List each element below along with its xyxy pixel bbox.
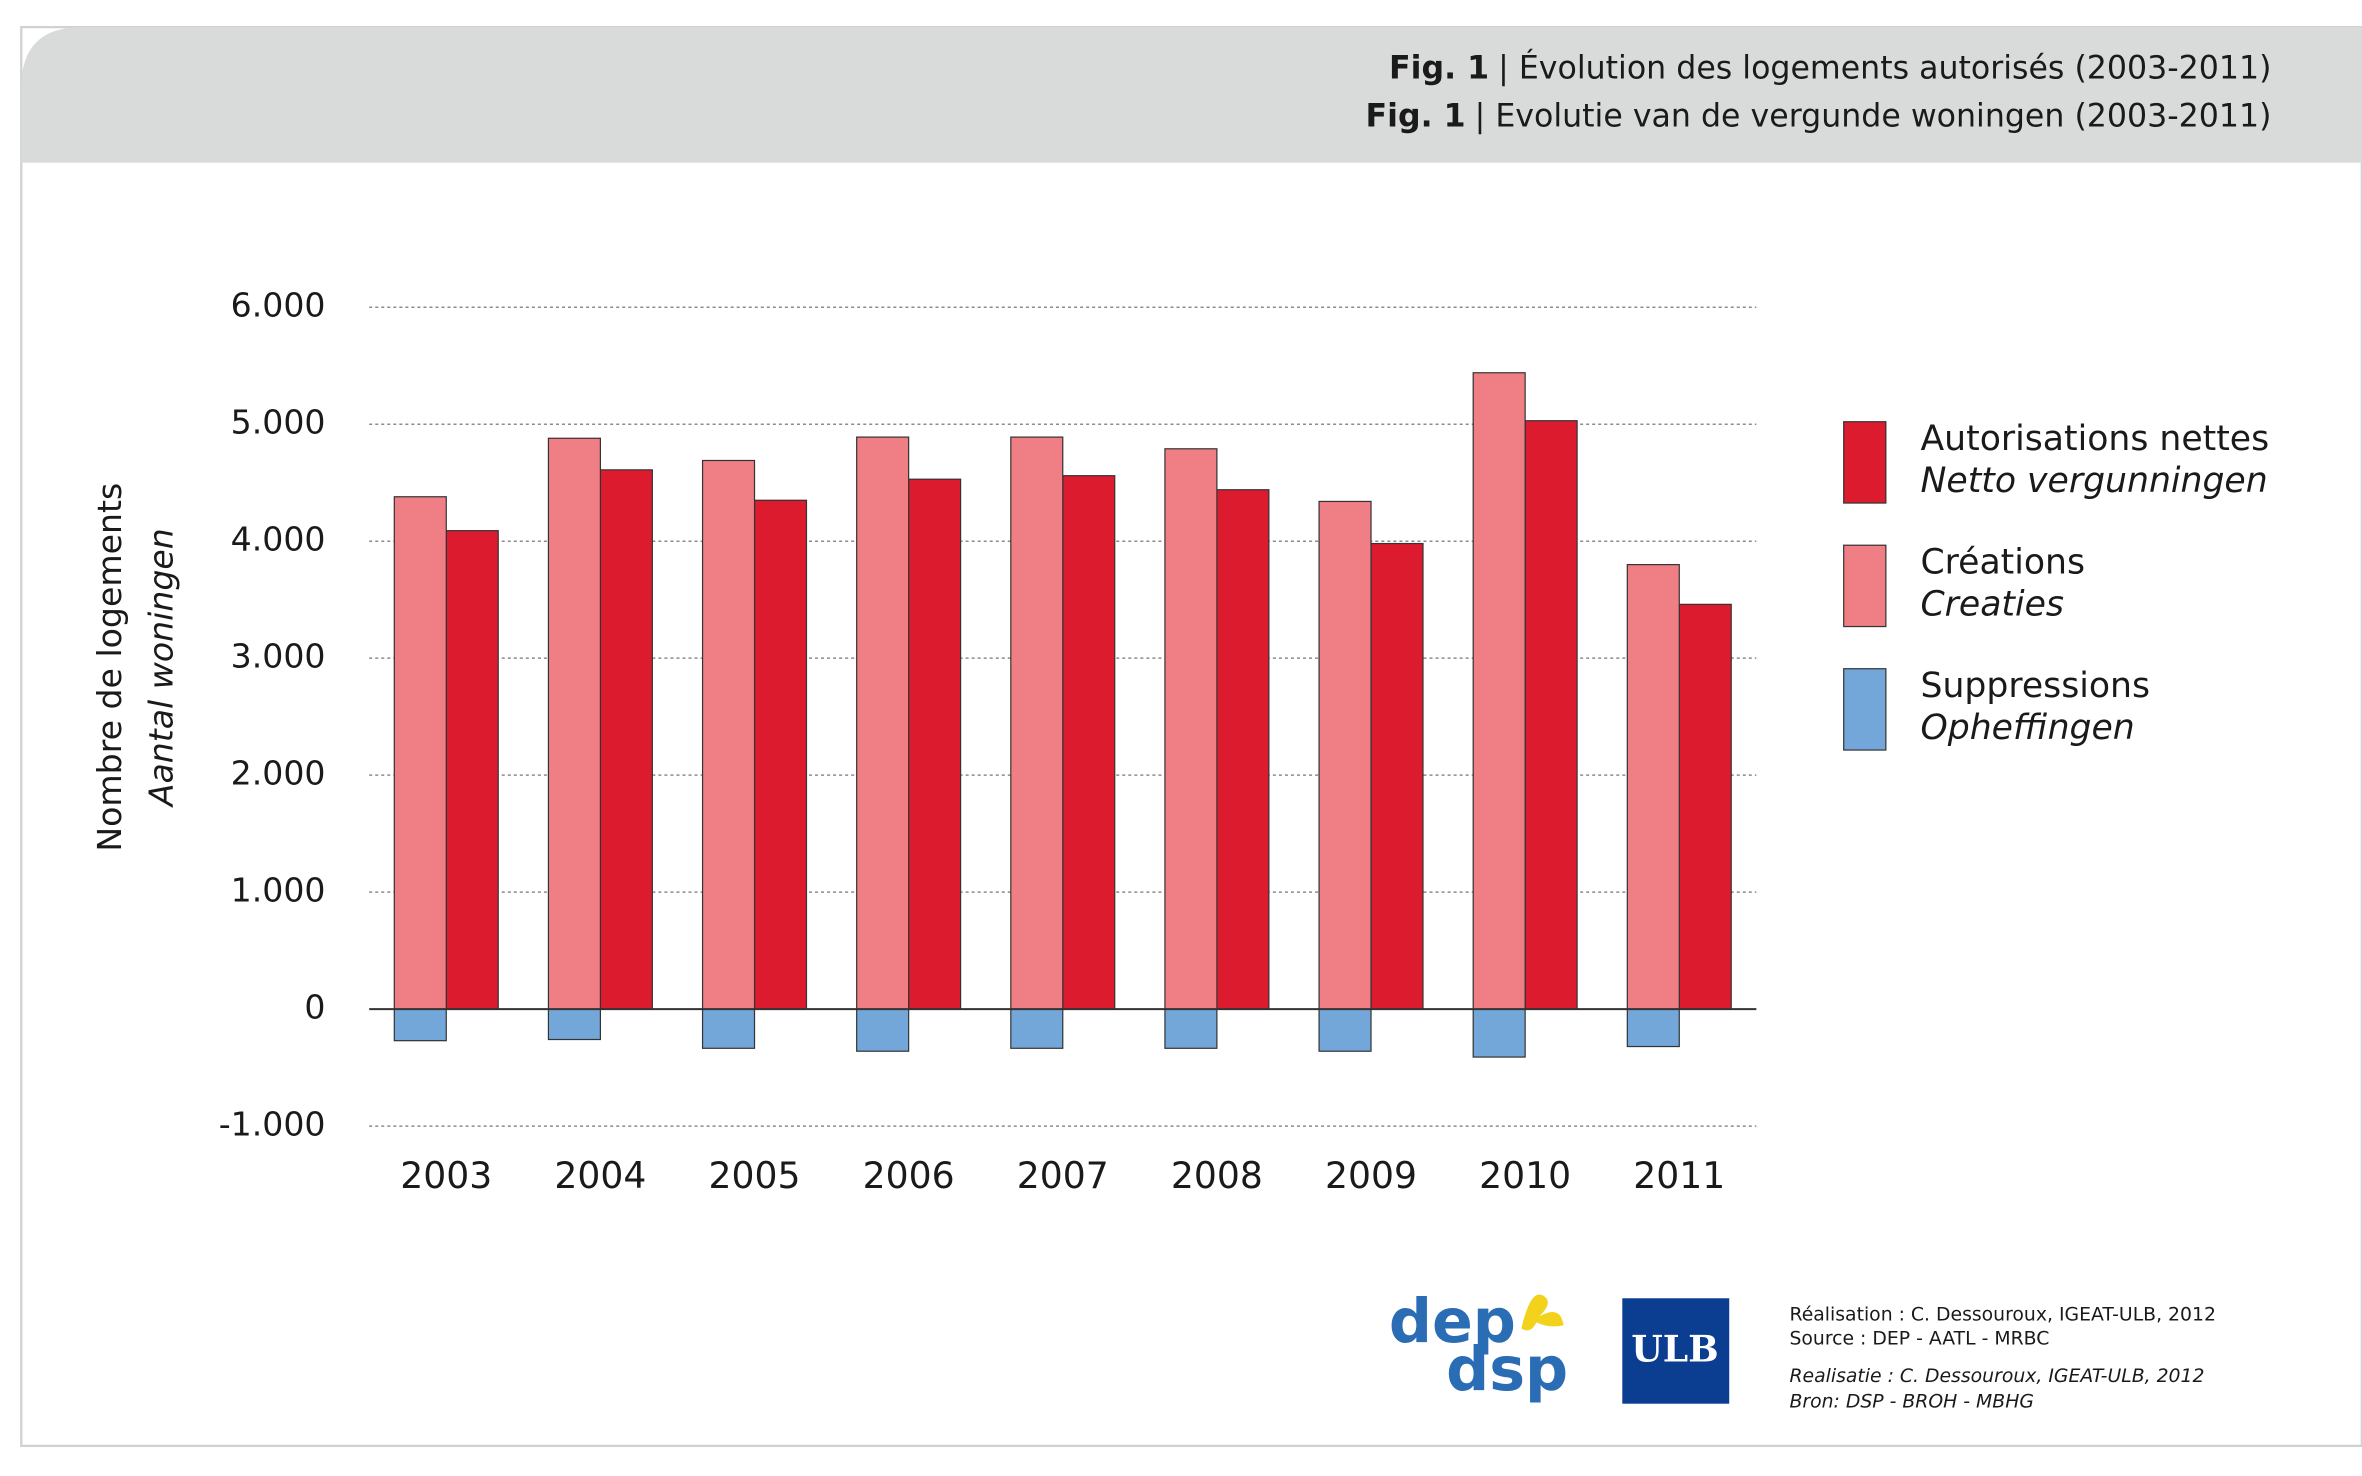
y-axis-label: Nombre de logements — [90, 483, 129, 852]
legend-label-nl: Opheffingen — [1921, 708, 2135, 748]
logo-dsp: dsp — [1446, 1335, 1568, 1405]
bar — [393, 496, 447, 1010]
bar — [1626, 563, 1680, 1010]
x-tick-label: 2003 — [400, 1154, 492, 1197]
credit-line: Réalisation : C. Dessouroux, IGEAT-ULB, … — [1789, 1304, 2215, 1325]
bar — [1626, 1008, 1680, 1048]
bar — [1318, 500, 1372, 1010]
x-tick-label: 2005 — [709, 1154, 801, 1197]
header-band — [21, 27, 2362, 163]
fig-label: Fig. 1 — [1366, 98, 1466, 134]
bar — [908, 478, 962, 1010]
bar — [701, 1008, 756, 1049]
logo-ulb-box — [1622, 1298, 1730, 1404]
title-nl-text: | Evolutie van de vergunde woningen (200… — [1475, 98, 2272, 134]
logo-ulb: ULB — [1631, 1327, 1718, 1370]
title-nl: Fig. 1 | Evolutie van de vergunde woninge… — [1366, 98, 2272, 134]
fig-label: Fig. 1 — [1389, 50, 1489, 86]
y-tick-label: 3.000 — [231, 637, 326, 676]
bar — [1318, 1008, 1372, 1052]
bar — [1164, 1008, 1218, 1049]
x-tick-label: 2006 — [863, 1154, 955, 1197]
bar — [1524, 420, 1578, 1010]
logo-dep-dsp: dep dsp — [1389, 1287, 1568, 1405]
x-tick-label: 2010 — [1479, 1154, 1571, 1197]
legend-label-nl: Netto vergunningen — [1921, 461, 2268, 501]
x-tick-label: 2008 — [1171, 1154, 1263, 1197]
y-tick-label: 6.000 — [231, 286, 326, 325]
legend-label: Autorisations nettes — [1921, 419, 2270, 459]
bar — [547, 437, 601, 1010]
credit-line: Bron: DSP - BROH - MBHG — [1789, 1392, 2033, 1413]
legend-label: Créations — [1921, 542, 2086, 582]
title: | Évolution des logements autorisés (200… — [1498, 48, 2271, 86]
bar — [1216, 489, 1270, 1010]
legend-swatch — [1843, 421, 1887, 504]
credit-line: Source : DEP - AATL - MRBC — [1789, 1328, 2049, 1349]
bar — [547, 1008, 601, 1041]
bar — [1164, 448, 1218, 1010]
y-axis-label-nl: Aantal woningen — [141, 528, 180, 808]
y-tick-label: 0 — [304, 988, 325, 1027]
x-tick-label: 2011 — [1633, 1154, 1725, 1197]
credit-line: Realisatie : C. Dessouroux, IGEAT-ULB, 2… — [1789, 1366, 2204, 1387]
bar — [701, 459, 756, 1010]
x-tick-label: 2007 — [1017, 1154, 1109, 1197]
logo-iris — [1521, 1294, 1564, 1331]
bar — [1010, 1008, 1064, 1049]
y-tick-label: 1.000 — [231, 871, 326, 910]
title-fr: Fig. 1 | Évolution des logements autorisé… — [1389, 48, 2271, 86]
bar — [1678, 603, 1732, 1010]
logo-dep: dep — [1389, 1287, 1516, 1357]
bar — [856, 436, 910, 1010]
legend-label: Suppressions — [1921, 666, 2151, 706]
y-tick-label: -1.000 — [219, 1105, 326, 1144]
bar — [1010, 436, 1064, 1010]
bar — [1370, 542, 1424, 1010]
y-tick-label: 2.000 — [231, 754, 326, 793]
x-tick-label: 2004 — [554, 1154, 646, 1197]
bar — [599, 469, 653, 1010]
y-tick-label: 5.000 — [231, 403, 326, 442]
legend-swatch — [1843, 668, 1887, 751]
bar — [1472, 372, 1526, 1010]
legend-swatch — [1843, 544, 1887, 628]
credits: Réalisation : C. Dessouroux, IGEAT-ULB, … — [1789, 1304, 2215, 1412]
bar — [1472, 1008, 1526, 1058]
bar — [393, 1008, 447, 1042]
bar — [1062, 475, 1116, 1010]
legend-label-nl: Creaties — [1921, 584, 2064, 624]
bar — [856, 1008, 910, 1052]
y-tick-label: 4.000 — [231, 520, 326, 559]
x-tick-label: 2009 — [1325, 1154, 1417, 1197]
bar — [445, 530, 499, 1010]
bar — [753, 499, 808, 1010]
plot-area: -1.000 0 1.000 2.000 3.000 4.000 5.000 6.000 200… — [219, 286, 1757, 1197]
